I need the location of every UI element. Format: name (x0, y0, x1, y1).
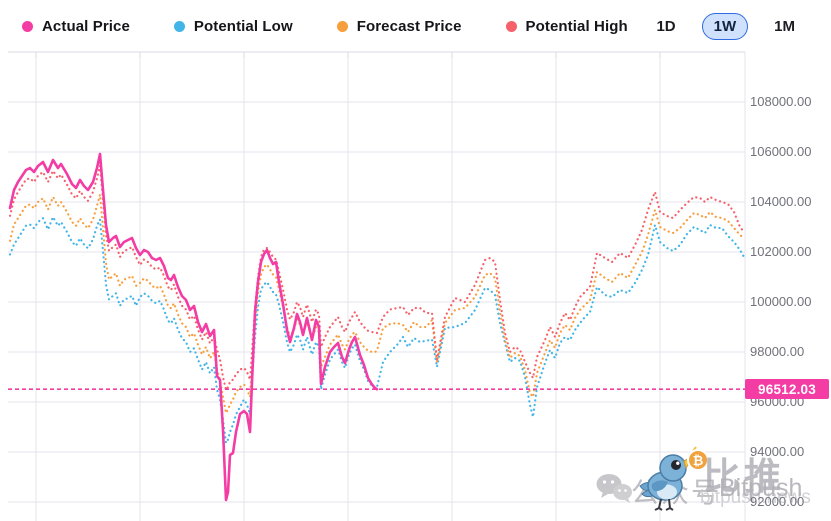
legend-item-actual-price[interactable]: Actual Price (22, 18, 130, 35)
y-axis-tick-label: 104000.00 (750, 194, 812, 209)
legend-label: Potential High (525, 17, 628, 35)
legend-label: Forecast Price (356, 17, 462, 35)
y-axis-tick-label: 100000.00 (750, 294, 812, 309)
y-axis-tick-label: 92000.00 (750, 494, 805, 509)
range-button-1w[interactable]: 1W (701, 12, 749, 40)
range-button-1m[interactable]: 1M (774, 17, 795, 35)
y-axis-tick-label: 98000.00 (750, 344, 805, 359)
y-axis-labels: 108000.00 106000.00 104000.00 102000.00 1000… (750, 0, 830, 521)
range-button-1d[interactable]: 1D (656, 17, 676, 35)
y-axis-tick-label: 102000.00 (750, 244, 812, 259)
y-axis-tick-label: 94000.00 (750, 444, 805, 459)
legend-label: Potential Low (193, 17, 293, 35)
y-axis-tick-label: 106000.00 (750, 144, 812, 159)
legend-item-forecast-price[interactable]: Forecast Price (336, 17, 462, 35)
chart-legend: Actual Price Potential Low Forecast Pric… (22, 18, 628, 35)
actual-price-dot-icon (22, 20, 33, 32)
legend-label: Actual Price (42, 17, 130, 35)
forecast-price-dot-icon (336, 20, 348, 32)
potential-high-dot-icon (505, 20, 517, 32)
y-axis-tick-label: 108000.00 (750, 94, 812, 109)
legend-item-potential-high[interactable]: Potential High (505, 17, 628, 35)
current-price-badge: 96512.03 (745, 379, 829, 400)
potential-low-dot-icon (173, 20, 185, 32)
time-range-selector: 1D 1W 1M (644, 12, 807, 40)
legend-item-potential-low[interactable]: Potential Low (173, 17, 293, 35)
chart-topbar: Actual Price Potential Low Forecast Pric… (0, 0, 831, 52)
